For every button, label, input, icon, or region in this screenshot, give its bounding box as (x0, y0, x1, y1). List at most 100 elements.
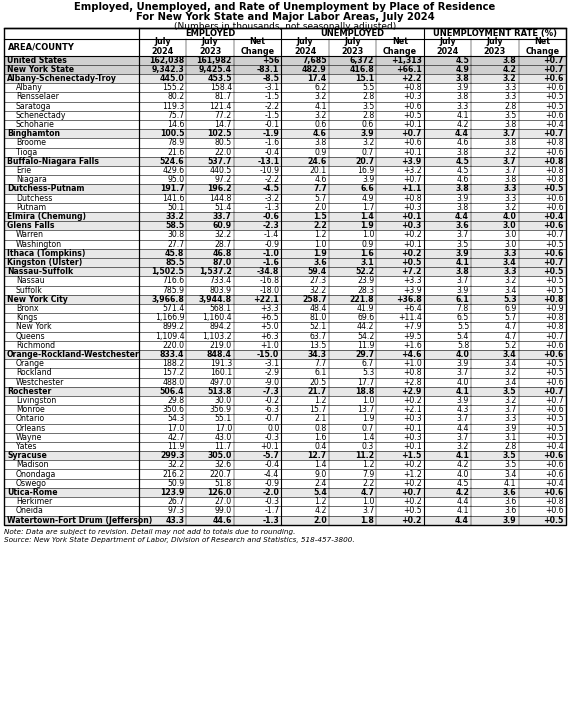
Text: +0.2: +0.2 (401, 516, 422, 525)
Text: 3.9: 3.9 (503, 516, 516, 525)
Text: 4.1: 4.1 (455, 451, 469, 461)
Text: +0.8: +0.8 (403, 193, 422, 203)
Text: 4.7: 4.7 (504, 323, 516, 331)
Text: 85.5: 85.5 (165, 258, 185, 267)
Text: +0.2: +0.2 (403, 396, 422, 405)
Text: 33.2: 33.2 (165, 212, 185, 221)
Text: 3.2: 3.2 (504, 396, 516, 405)
Text: +0.7: +0.7 (544, 258, 564, 267)
Text: 0.6: 0.6 (362, 120, 374, 129)
Text: -1.6: -1.6 (264, 139, 279, 147)
Text: 1.9: 1.9 (360, 221, 374, 230)
Text: +0.2: +0.2 (403, 497, 422, 506)
Text: 3.6: 3.6 (504, 506, 516, 516)
Text: 33.7: 33.7 (213, 212, 232, 221)
Text: -6.3: -6.3 (264, 406, 279, 414)
Text: +0.6: +0.6 (545, 378, 564, 386)
Text: +0.5: +0.5 (545, 92, 564, 101)
Text: 100.5: 100.5 (160, 129, 185, 139)
Text: 13.7: 13.7 (357, 406, 374, 414)
Text: +0.6: +0.6 (545, 111, 564, 120)
Text: 5.5: 5.5 (457, 323, 469, 331)
Bar (4, 28, 566, 525)
Text: 1.4: 1.4 (314, 461, 327, 469)
Text: 3.9: 3.9 (457, 286, 469, 295)
Text: July
2024: July 2024 (152, 36, 174, 56)
Bar (376, 39, 424, 56)
Text: 0.0: 0.0 (267, 423, 279, 433)
Bar (471, 39, 519, 56)
Text: UNEMPLOYMENT RATE (%): UNEMPLOYMENT RATE (%) (433, 29, 557, 38)
Text: 28.3: 28.3 (357, 286, 374, 295)
Text: +0.8: +0.8 (403, 368, 422, 378)
Text: +0.5: +0.5 (545, 240, 564, 248)
Text: 4.5: 4.5 (457, 479, 469, 488)
Bar (4, 359, 566, 368)
Text: 3.7: 3.7 (457, 276, 469, 286)
Text: New York City: New York City (7, 295, 68, 303)
Text: 3.0: 3.0 (503, 221, 516, 230)
Text: 6.5: 6.5 (457, 313, 469, 322)
Bar (4, 83, 566, 92)
Bar (4, 442, 566, 451)
Text: 3.3: 3.3 (503, 248, 516, 258)
Text: 803.9: 803.9 (210, 286, 232, 295)
Bar (4, 267, 566, 276)
Text: 3.8: 3.8 (504, 139, 516, 147)
Text: +0.8: +0.8 (544, 157, 564, 166)
Text: July
2024: July 2024 (294, 36, 316, 56)
Text: 1,502.5: 1,502.5 (152, 267, 185, 276)
Bar (4, 39, 139, 56)
Text: +0.7: +0.7 (544, 387, 564, 396)
Text: 3.3: 3.3 (504, 193, 516, 203)
Text: +0.9: +0.9 (545, 304, 564, 313)
Text: +0.7: +0.7 (545, 396, 564, 405)
Text: -34.8: -34.8 (257, 267, 279, 276)
Text: 4.1: 4.1 (504, 479, 516, 488)
Text: -0.4: -0.4 (264, 148, 279, 156)
Text: +0.4: +0.4 (545, 442, 564, 451)
Text: 6.1: 6.1 (455, 295, 469, 303)
Text: 356.9: 356.9 (210, 406, 232, 414)
Text: 60.9: 60.9 (213, 221, 232, 230)
Text: -10.9: -10.9 (259, 166, 279, 175)
Text: 833.4: 833.4 (160, 350, 185, 359)
Text: 7.8: 7.8 (457, 304, 469, 313)
Text: 9,342.3: 9,342.3 (152, 65, 185, 74)
Text: 3.4: 3.4 (504, 286, 516, 295)
Text: 69.6: 69.6 (357, 313, 374, 322)
Text: 0.7: 0.7 (362, 148, 374, 156)
Text: -13.1: -13.1 (257, 157, 279, 166)
Bar (4, 304, 566, 313)
Text: 161,982: 161,982 (197, 56, 232, 64)
Text: 144.8: 144.8 (210, 193, 232, 203)
Text: +0.7: +0.7 (545, 331, 564, 341)
Text: +0.6: +0.6 (545, 148, 564, 156)
Text: 4.0: 4.0 (455, 350, 469, 359)
Text: 848.4: 848.4 (207, 350, 232, 359)
Text: Kings: Kings (16, 313, 38, 322)
Text: +0.5: +0.5 (545, 101, 564, 111)
Text: 27.7: 27.7 (168, 240, 185, 248)
Text: 9.0: 9.0 (315, 470, 327, 478)
Text: -0.9: -0.9 (264, 240, 279, 248)
Text: 3.3: 3.3 (504, 414, 516, 423)
Text: Rensselaer: Rensselaer (16, 92, 59, 101)
Text: 3.5: 3.5 (504, 111, 516, 120)
Bar (186, 39, 234, 56)
Text: 3.5: 3.5 (362, 101, 374, 111)
Bar (4, 451, 566, 461)
Text: 0.8: 0.8 (315, 423, 327, 433)
Text: 3.7: 3.7 (362, 506, 374, 516)
Text: +0.2: +0.2 (403, 479, 422, 488)
Text: 3.9: 3.9 (455, 248, 469, 258)
Text: Westchester: Westchester (16, 378, 64, 386)
Text: -4.5: -4.5 (262, 184, 279, 193)
Text: +0.6: +0.6 (545, 506, 564, 516)
Bar (4, 221, 566, 231)
Text: 785.9: 785.9 (162, 286, 185, 295)
Text: 0.6: 0.6 (315, 120, 327, 129)
Bar (4, 231, 566, 239)
Bar (4, 313, 566, 322)
Text: Source: New York State Department of Labor, Division of Research and Statistics,: Source: New York State Department of Lab… (4, 537, 355, 543)
